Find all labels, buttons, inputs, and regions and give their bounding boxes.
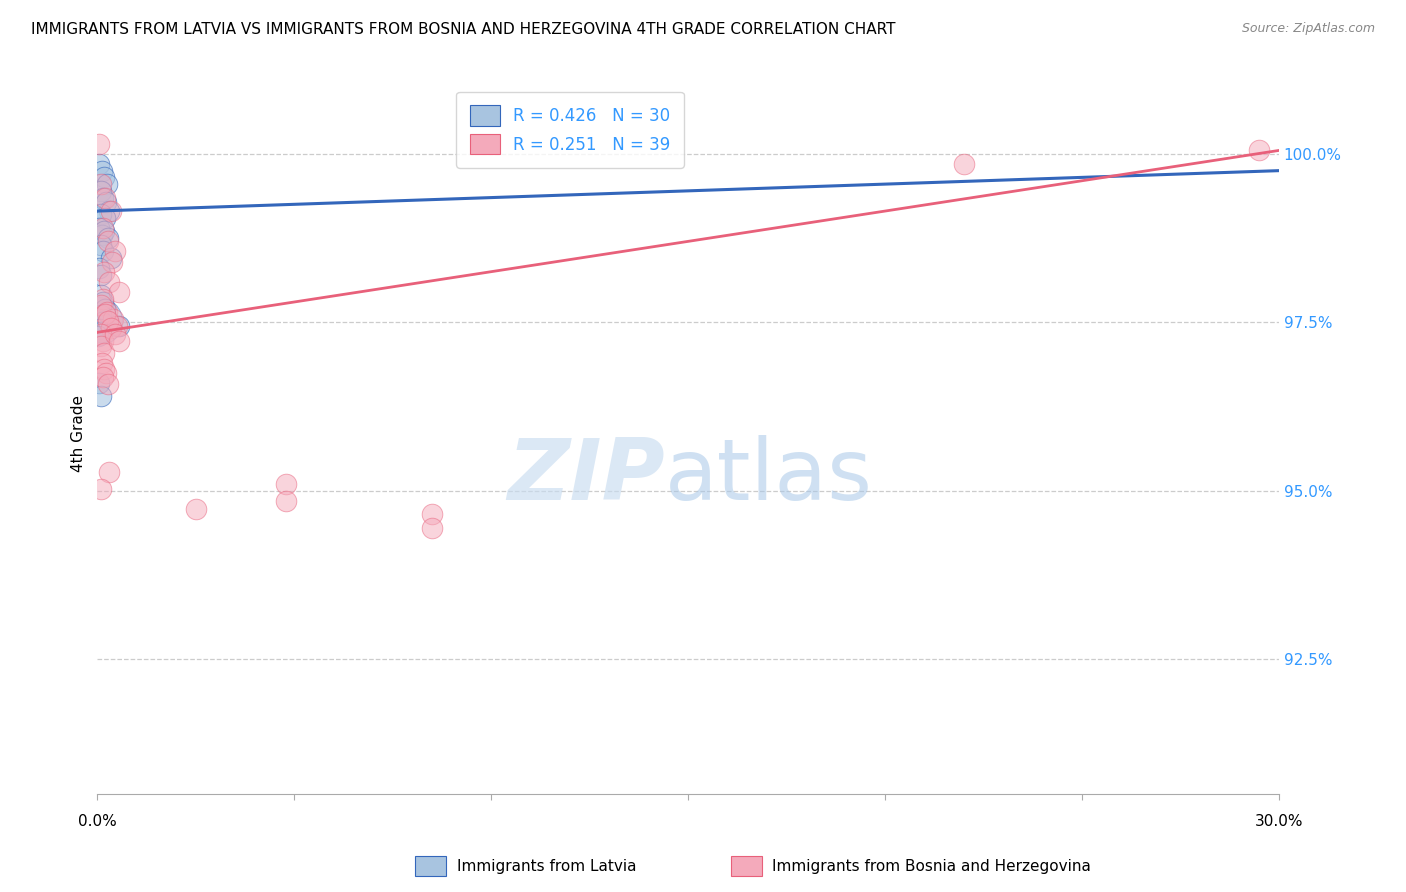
Point (101, 254, 124, 268)
Point (94, 366, 117, 380)
Text: 0.0%: 0.0% (77, 814, 117, 829)
Point (94, 307, 117, 321)
Point (93, 170, 115, 185)
Point (90, 268, 112, 282)
Point (91, 370, 114, 384)
Point (90, 207, 112, 221)
Point (184, 502, 207, 516)
Point (97, 377, 120, 392)
Text: IMMIGRANTS FROM LATVIA VS IMMIGRANTS FROM BOSNIA AND HERZEGOVINA 4TH GRADE CORRE: IMMIGRANTS FROM LATVIA VS IMMIGRANTS FRO… (31, 22, 896, 37)
Text: atlas: atlas (665, 435, 873, 518)
Point (97, 235, 120, 249)
Text: 30.0%: 30.0% (1254, 814, 1303, 829)
Point (276, 493, 298, 508)
Point (97, 231, 120, 245)
Point (105, 318, 128, 333)
Point (93, 345, 115, 359)
Point (91, 220, 114, 235)
Point (96, 177, 118, 191)
Point (108, 318, 131, 333)
Point (91, 356, 114, 370)
Point (91, 244, 114, 259)
Point (104, 244, 127, 259)
Point (90, 339, 112, 353)
Point (89, 261, 111, 276)
Text: Immigrants from Bosnia and Herzegovina: Immigrants from Bosnia and Herzegovina (772, 859, 1091, 873)
Point (953, 157, 976, 171)
Point (94, 195, 117, 210)
Point (98, 465, 121, 479)
Point (90, 326, 112, 340)
Point (89, 157, 111, 171)
Point (89, 322, 111, 336)
Point (100, 204, 122, 219)
Point (91, 315, 114, 329)
Point (1249, 144, 1271, 158)
Point (89, 220, 111, 235)
Point (420, 521, 443, 535)
Y-axis label: 4th Grade: 4th Grade (72, 395, 86, 472)
Point (104, 327, 127, 342)
Point (93, 362, 115, 376)
Point (94, 211, 117, 225)
Point (87, 314, 110, 328)
Point (101, 311, 124, 326)
Point (94, 191, 117, 205)
Point (89, 237, 111, 252)
Point (91, 191, 114, 205)
Text: Immigrants from Latvia: Immigrants from Latvia (457, 859, 637, 873)
Point (108, 334, 131, 348)
Point (90, 298, 112, 312)
Point (100, 320, 122, 334)
Point (98, 204, 121, 219)
Point (90, 482, 112, 496)
Point (89, 309, 111, 323)
Point (98, 275, 121, 289)
Point (94, 301, 117, 316)
Point (89, 288, 111, 302)
Text: ZIP: ZIP (508, 435, 665, 518)
Point (276, 476, 298, 491)
Point (420, 507, 443, 521)
Point (96, 305, 118, 319)
Point (91, 292, 114, 306)
Point (100, 251, 122, 265)
Point (90, 389, 112, 403)
Point (91, 334, 114, 348)
Point (87, 328, 110, 343)
Point (93, 224, 115, 238)
Point (91, 295, 114, 310)
Legend: R = 0.426   N = 30, R = 0.251   N = 39: R = 0.426 N = 30, R = 0.251 N = 39 (457, 92, 683, 168)
Point (89, 184, 111, 198)
Point (108, 285, 131, 299)
Point (90, 177, 112, 191)
Point (89, 327, 111, 342)
Point (91, 227, 114, 242)
Point (91, 163, 114, 178)
Point (93, 265, 115, 279)
Point (89, 136, 111, 151)
Point (89, 376, 111, 390)
Point (97, 314, 120, 328)
Text: Source: ZipAtlas.com: Source: ZipAtlas.com (1241, 22, 1375, 36)
